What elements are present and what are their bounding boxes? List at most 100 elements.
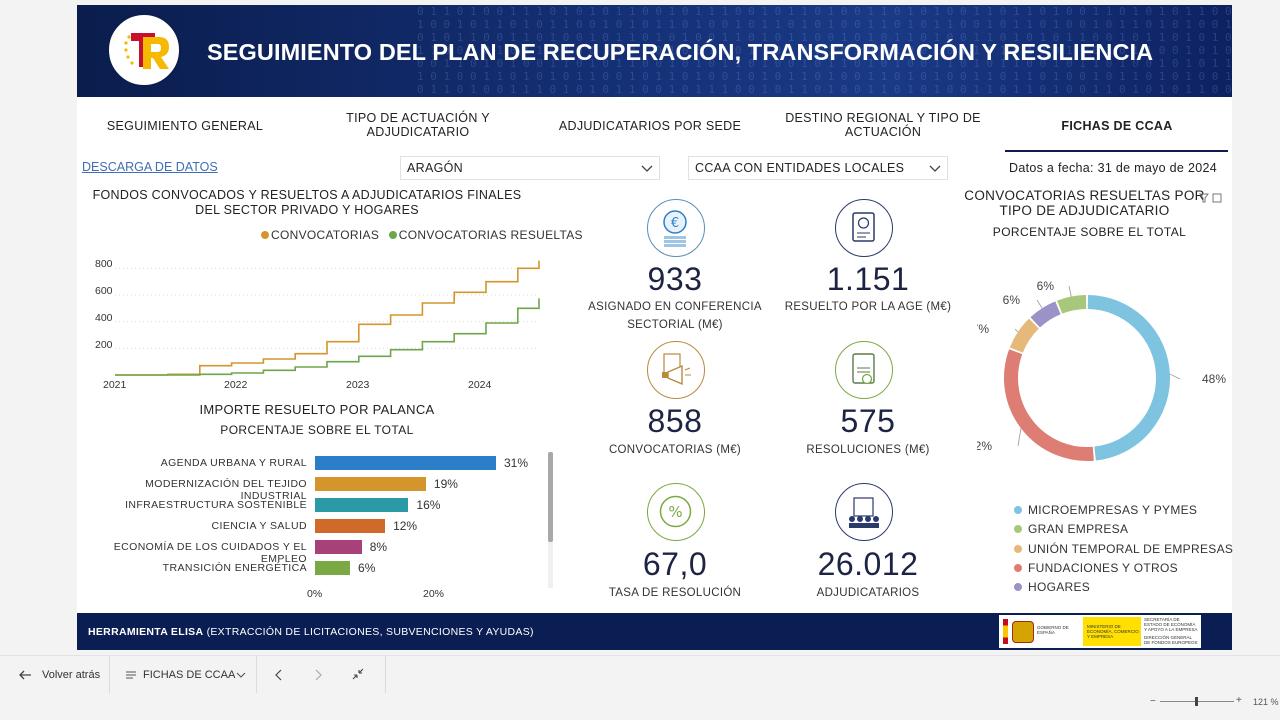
chevron-down-icon[interactable] bbox=[236, 671, 246, 679]
legend-label: HOGARES bbox=[1028, 580, 1091, 595]
legend-item[interactable]: GRAN EMPRESA bbox=[1014, 522, 1128, 536]
region-select[interactable]: ARAGÓN bbox=[400, 156, 660, 180]
bar[interactable] bbox=[315, 456, 496, 470]
kpi-label-tasa: TASA DE RESOLUCIÓN bbox=[608, 587, 742, 599]
donut-leader-line bbox=[1068, 285, 1072, 297]
y-tick-label: 200 bbox=[95, 339, 113, 351]
legend-dot bbox=[1014, 544, 1022, 553]
kpi-label-convocatorias: CONVOCATORIAS (M€) bbox=[608, 444, 742, 456]
people-building-icon bbox=[835, 483, 893, 541]
active-tab-indicator bbox=[1005, 150, 1228, 152]
donut-slice[interactable] bbox=[1004, 349, 1094, 461]
percent-icon: % bbox=[647, 483, 705, 541]
filter-icon[interactable] bbox=[1197, 192, 1223, 204]
kpi-value-resuelto-age: 1.151 bbox=[826, 261, 910, 297]
download-data-link[interactable]: DESCARGA DE DATOS bbox=[82, 160, 218, 174]
back-arrow-icon[interactable] bbox=[18, 669, 32, 681]
bar-category-label: AGENDA URBANA Y RURAL bbox=[160, 457, 307, 469]
legend-item[interactable]: FUNDACIONES Y OTROS bbox=[1014, 561, 1178, 575]
x-tick-label: 2021 bbox=[103, 379, 127, 391]
donut-slice[interactable] bbox=[1087, 295, 1170, 461]
legend-item[interactable]: MICROEMPRESAS Y PYMES bbox=[1014, 503, 1197, 517]
bar-chart-scrollbar-thumb[interactable] bbox=[548, 452, 553, 542]
report-canvas: 0 1 1 0 1 0 0 1 1 1 0 1 0 1 0 1 1 0 0 1 … bbox=[77, 5, 1233, 650]
donut-slice-label: 6% bbox=[1003, 293, 1021, 307]
previous-page-icon[interactable] bbox=[274, 669, 284, 681]
footer-bar: HERRAMIENTA ELISA (EXTRACCIÓN DE LICITAC… bbox=[77, 613, 1232, 650]
x-tick-label: 2022 bbox=[224, 379, 248, 391]
line-chart-legend: CONVOCATORIAS CONVOCATORIAS RESUELTAS bbox=[261, 228, 583, 242]
tab-fichas-ccaa[interactable]: FICHAS DE CCAA bbox=[1061, 119, 1173, 133]
header-banner: 0 1 1 0 1 0 0 1 1 1 0 1 0 1 0 1 1 0 0 1 … bbox=[77, 5, 1232, 97]
kpi-label-resoluciones: RESOLUCIONES (M€) bbox=[806, 444, 930, 456]
bar-value-label: 19% bbox=[433, 477, 458, 491]
fullscreen-collapse-icon[interactable] bbox=[352, 668, 364, 680]
tab-tipo-actuacion[interactable]: TIPO DE ACTUACIÓN Y ADJUDICATARIO bbox=[346, 111, 490, 139]
tab-adjudicatarios-sede[interactable]: ADJUDICATARIOS POR SEDE bbox=[558, 119, 742, 133]
bar[interactable] bbox=[315, 498, 409, 512]
bar[interactable] bbox=[315, 540, 362, 554]
next-page-icon[interactable] bbox=[313, 669, 323, 681]
donut-slice[interactable] bbox=[1057, 295, 1087, 314]
page-selector[interactable]: FICHAS DE CCAA bbox=[143, 669, 236, 681]
legend-item[interactable]: UNIÓN TEMPORAL DE EMPRESAS bbox=[1014, 542, 1233, 556]
legend-label: MICROEMPRESAS Y PYMES bbox=[1028, 503, 1198, 517]
prtr-logo bbox=[107, 13, 181, 87]
certificate-icon bbox=[835, 341, 893, 399]
gov-text-3: SECRETARÍA DE ESTADO DE ECONOMÍA Y APOYO… bbox=[1144, 617, 1198, 632]
page-list-icon[interactable] bbox=[125, 670, 137, 680]
divider bbox=[256, 656, 257, 694]
donut-leader-line bbox=[1036, 299, 1043, 309]
euro-coins-icon: € bbox=[647, 199, 705, 257]
tab-seguimiento-general[interactable]: SEGUIMIENTO GENERAL bbox=[106, 119, 264, 133]
gov-text-4: DIRECCIÓN GENERAL DE FONDOS EUROPEOS bbox=[1144, 635, 1198, 645]
spain-crest-icon bbox=[1012, 621, 1034, 643]
back-button[interactable]: Volver atrás bbox=[42, 669, 101, 681]
donut-slice[interactable] bbox=[1009, 318, 1039, 353]
kpi-value-tasa: 67,0 bbox=[642, 546, 708, 582]
footer-tool-text: HERRAMIENTA ELISA (EXTRACCIÓN DE LICITAC… bbox=[88, 626, 534, 638]
y-tick-label: 400 bbox=[95, 312, 113, 324]
zoom-slider-thumb[interactable] bbox=[1195, 697, 1198, 706]
binary-background: 0 1 1 0 1 0 0 1 1 1 0 1 0 1 0 1 1 0 0 1 … bbox=[417, 5, 1232, 96]
bar[interactable] bbox=[315, 477, 426, 491]
bar-category-label: INFRAESTRUCTURA SOSTENIBLE bbox=[125, 499, 307, 511]
region-select-value: ARAGÓN bbox=[407, 161, 463, 175]
zoom-bar: − + 121 % bbox=[0, 693, 1280, 720]
donut-chart: 48% 32% 7% 6% 6% bbox=[977, 279, 1226, 461]
gov-text-2: MINISTERIO DE ECONOMÍA, COMERCIO Y EMPRE… bbox=[1087, 624, 1139, 639]
donut-slice[interactable] bbox=[1030, 301, 1061, 328]
legend-item[interactable]: HOGARES bbox=[1014, 580, 1090, 594]
kpi-label-adjudicatarios: ADJUDICATARIOS bbox=[816, 587, 920, 599]
document-stamp-icon bbox=[835, 199, 893, 257]
line-chart: 800 600 400 200 2021 2022 2023 2024 bbox=[95, 258, 540, 391]
svg-text:%: % bbox=[668, 503, 682, 521]
zoom-out-icon[interactable]: − bbox=[1150, 696, 1156, 707]
donut-slice-label: 6% bbox=[1037, 279, 1055, 293]
bar-category-label: MODERNIZACIÓN DEL TEJIDO INDUSTRIAL bbox=[145, 478, 307, 502]
y-tick-label: 600 bbox=[95, 285, 113, 297]
zoom-in-icon[interactable]: + bbox=[1236, 695, 1242, 706]
legend-dot bbox=[1014, 506, 1022, 514]
bar[interactable] bbox=[315, 519, 386, 533]
legend-dot bbox=[1014, 563, 1022, 572]
scope-select[interactable]: CCAA CON ENTIDADES LOCALES bbox=[688, 156, 948, 180]
scope-select-value: CCAA CON ENTIDADES LOCALES bbox=[695, 161, 905, 175]
donut-slice-label: 48% bbox=[1202, 372, 1226, 386]
spain-flag bbox=[1003, 619, 1008, 644]
donut-leader-line bbox=[1017, 428, 1022, 447]
series-line-resueltas bbox=[115, 298, 540, 376]
kpi-value-adjudicatarios: 26.012 bbox=[817, 546, 919, 582]
bar-value-label: 16% bbox=[416, 498, 441, 512]
x-tick-label: 20% bbox=[423, 588, 445, 600]
legend-resueltas: CONVOCATORIAS RESUELTAS bbox=[398, 228, 583, 242]
x-tick-label: 0% bbox=[307, 588, 323, 600]
page-title: SEGUIMIENTO DEL PLAN DE RECUPERACIÓN, TR… bbox=[207, 39, 1154, 65]
footer-tool-name: HERRAMIENTA ELISA bbox=[88, 626, 204, 638]
tab-destino-regional[interactable]: DESTINO REGIONAL Y TIPO DE ACTUACIÓN bbox=[785, 111, 981, 139]
donut-slice-label: 7% bbox=[977, 322, 989, 336]
bar-value-label: 12% bbox=[393, 519, 418, 533]
x-tick-label: 2024 bbox=[468, 379, 492, 391]
bar[interactable] bbox=[315, 561, 351, 575]
